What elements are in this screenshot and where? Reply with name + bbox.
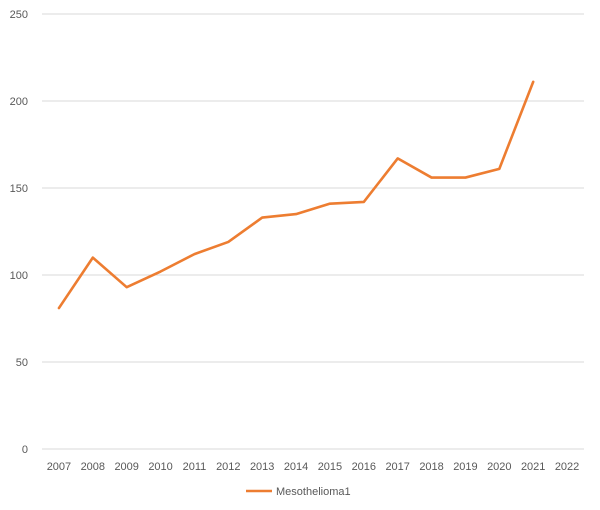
x-tick-label-2016: 2016 xyxy=(352,461,376,473)
x-tick-label-2021: 2021 xyxy=(521,461,545,473)
x-tick-label-2017: 2017 xyxy=(385,461,409,473)
x-axis: 2007 2008 2009 2010 2011 2012 2013 2014 2015 2016… xyxy=(42,448,584,473)
x-tick-label-2014: 2014 xyxy=(284,461,308,473)
y-tick-label-0: 0 xyxy=(22,444,28,456)
legend-label-mesothelioma1: Mesothelioma1 xyxy=(276,486,351,498)
y-tick-label-200: 200 xyxy=(10,96,28,108)
x-tick-label-2020: 2020 xyxy=(487,461,511,473)
x-tick-label-2008: 2008 xyxy=(81,461,105,473)
y-tick-label-150: 150 xyxy=(10,183,28,195)
series-layer xyxy=(57,80,535,310)
legend: Mesothelioma1 xyxy=(246,486,351,498)
x-tick-label-2018: 2018 xyxy=(419,461,443,473)
x-tick-label-2013: 2013 xyxy=(250,461,274,473)
x-tick-label-2010: 2010 xyxy=(148,461,172,473)
x-tick-label-2007: 2007 xyxy=(47,461,71,473)
y-tick-label-50: 50 xyxy=(16,357,28,369)
y-tick-label-250: 250 xyxy=(10,9,28,21)
x-tick-label-2009: 2009 xyxy=(114,461,138,473)
y-axis: 0 50 100 150 200 250 xyxy=(10,9,28,456)
gridlines xyxy=(42,13,584,450)
x-tick-label-2019: 2019 xyxy=(453,461,477,473)
y-tick-label-100: 100 xyxy=(10,270,28,282)
x-tick-label-2011: 2011 xyxy=(183,461,207,473)
series-line-mesothelioma1 xyxy=(57,80,535,310)
x-tick-label-2022: 2022 xyxy=(555,461,579,473)
x-tick-label-2012: 2012 xyxy=(216,461,240,473)
x-tick-label-2015: 2015 xyxy=(318,461,342,473)
